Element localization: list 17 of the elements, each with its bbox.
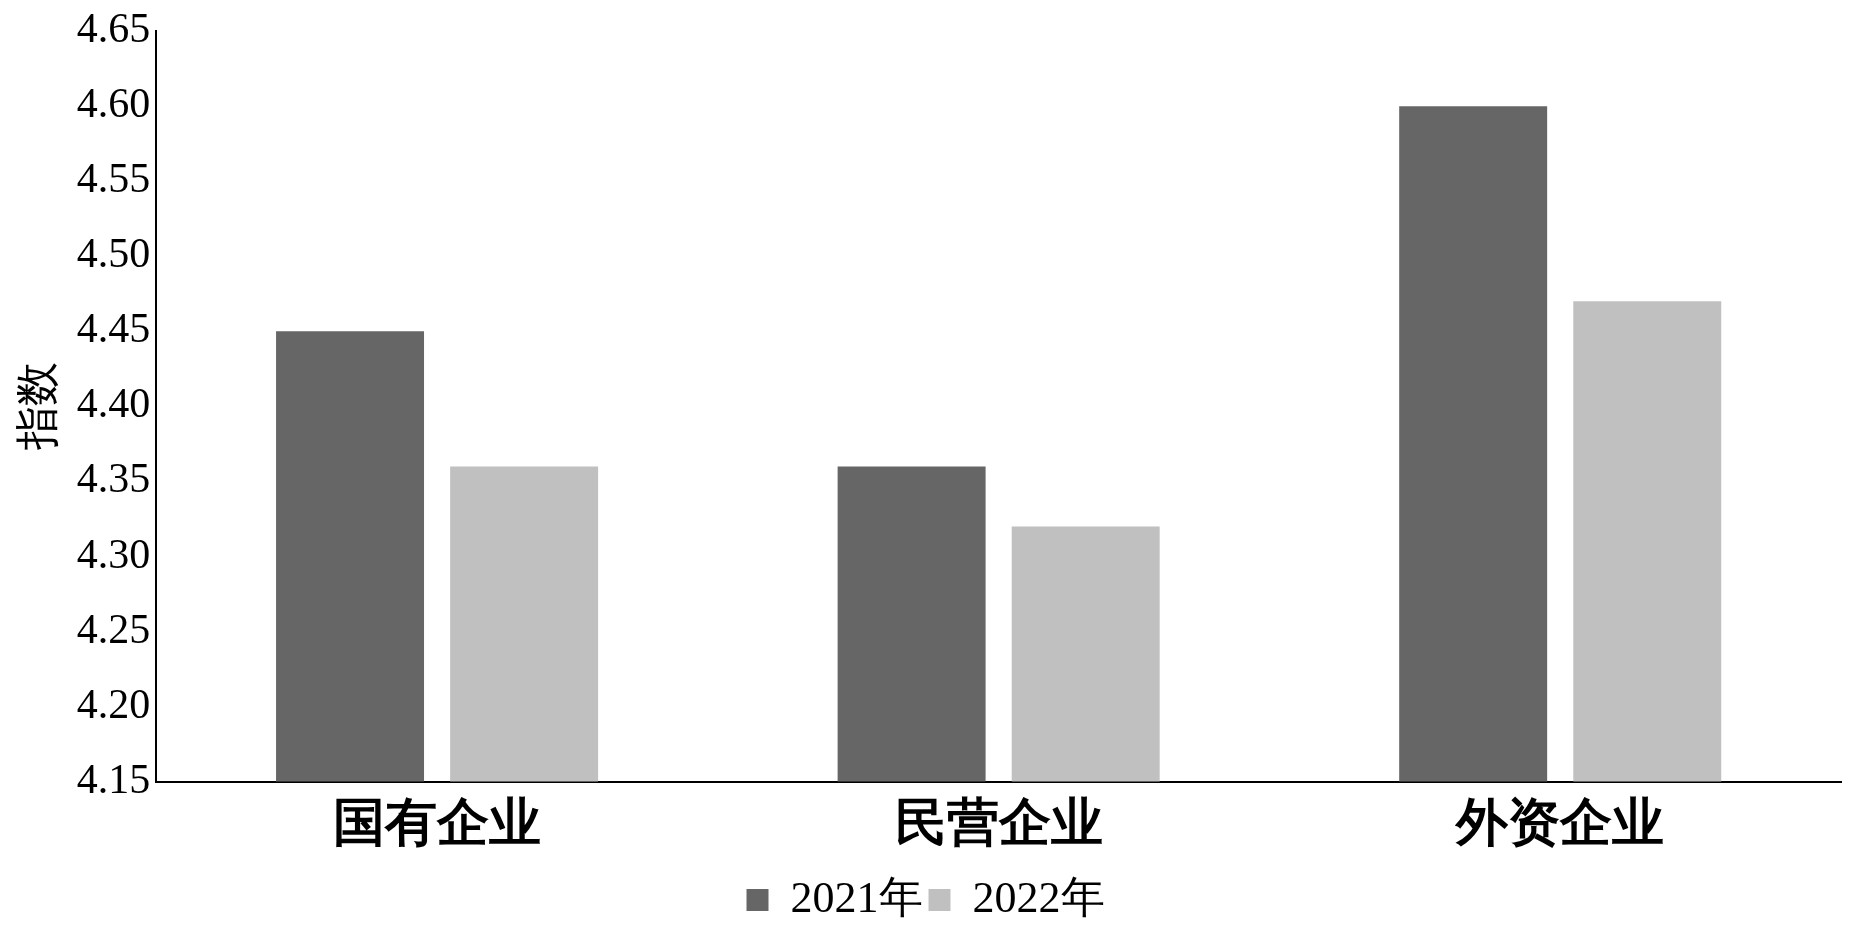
y-tick-label: 4.60 xyxy=(76,80,151,127)
y-tick-label: 4.45 xyxy=(76,305,151,352)
y-tick-label: 4.20 xyxy=(76,680,151,727)
y-tick-label: 4.55 xyxy=(76,155,151,202)
y-tick-label: 4.65 xyxy=(76,5,151,52)
y-tick-label: 4.15 xyxy=(76,755,151,802)
y-axis-title: 指数 xyxy=(12,362,62,452)
y-tick-label: 4.40 xyxy=(76,380,151,427)
y-tick-label: 4.30 xyxy=(76,530,151,577)
legend-label: 2022年 xyxy=(972,872,1105,922)
legend-label: 2021年 xyxy=(790,872,923,922)
y-tick-label: 4.35 xyxy=(76,455,151,502)
x-tick-label: 国有企业 xyxy=(333,794,542,852)
x-tick-label: 外资企业 xyxy=(1454,794,1665,852)
y-tick-label: 4.25 xyxy=(76,605,151,652)
y-tick-label: 4.50 xyxy=(76,230,151,277)
x-tick-label: 民营企业 xyxy=(894,794,1103,852)
